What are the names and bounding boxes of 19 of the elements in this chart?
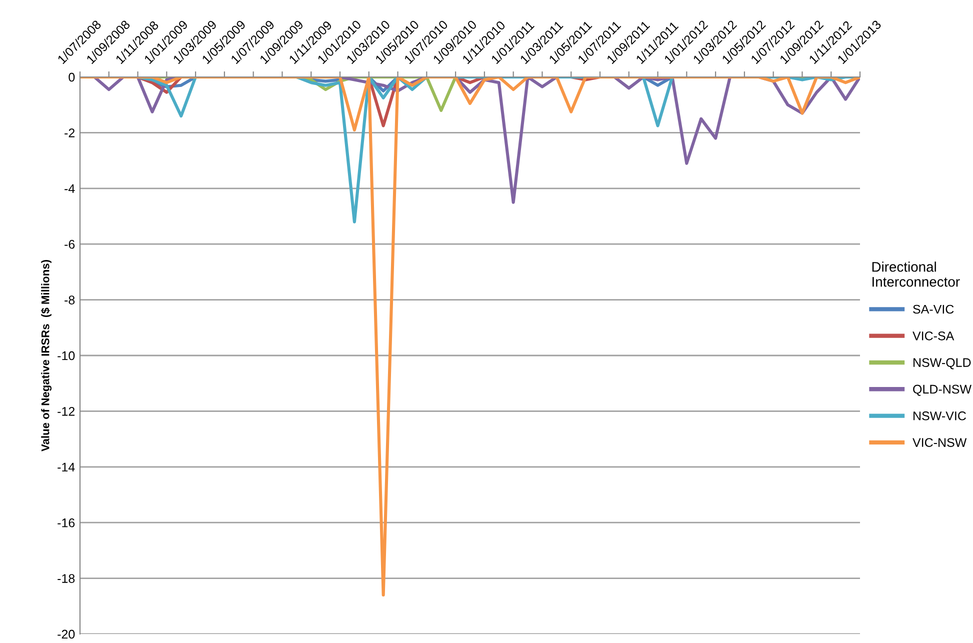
y-tick-label: -4 [64,184,75,193]
legend-label: VIC-NSW [912,438,967,447]
y-tick-label: -6 [64,240,75,249]
legend-label: NSW-VIC [914,411,966,420]
y-tick-label: 0 [68,72,75,82]
y-tick-label: -2 [64,128,75,138]
y-tick-label: -8 [64,296,75,304]
y-tick-label: -16 [58,518,75,528]
y-tick-label: -18 [58,574,75,583]
legend-label: NSW-QLD [914,358,971,370]
y-tick-label: -14 [58,462,75,472]
legend-title: Directional Interconnector [872,262,960,287]
legend-label: VIC-SA [912,331,954,340]
y-tick-label: -10 [58,351,75,360]
legend-label: QLD-NSW [913,384,972,396]
y-axis-title: Value of Negative IRSRs ($ Millions) [40,260,52,452]
y-tick-label: -20 [58,630,75,639]
y-tick-label: -12 [58,407,75,416]
legend-label: SA-VIC [913,304,954,314]
